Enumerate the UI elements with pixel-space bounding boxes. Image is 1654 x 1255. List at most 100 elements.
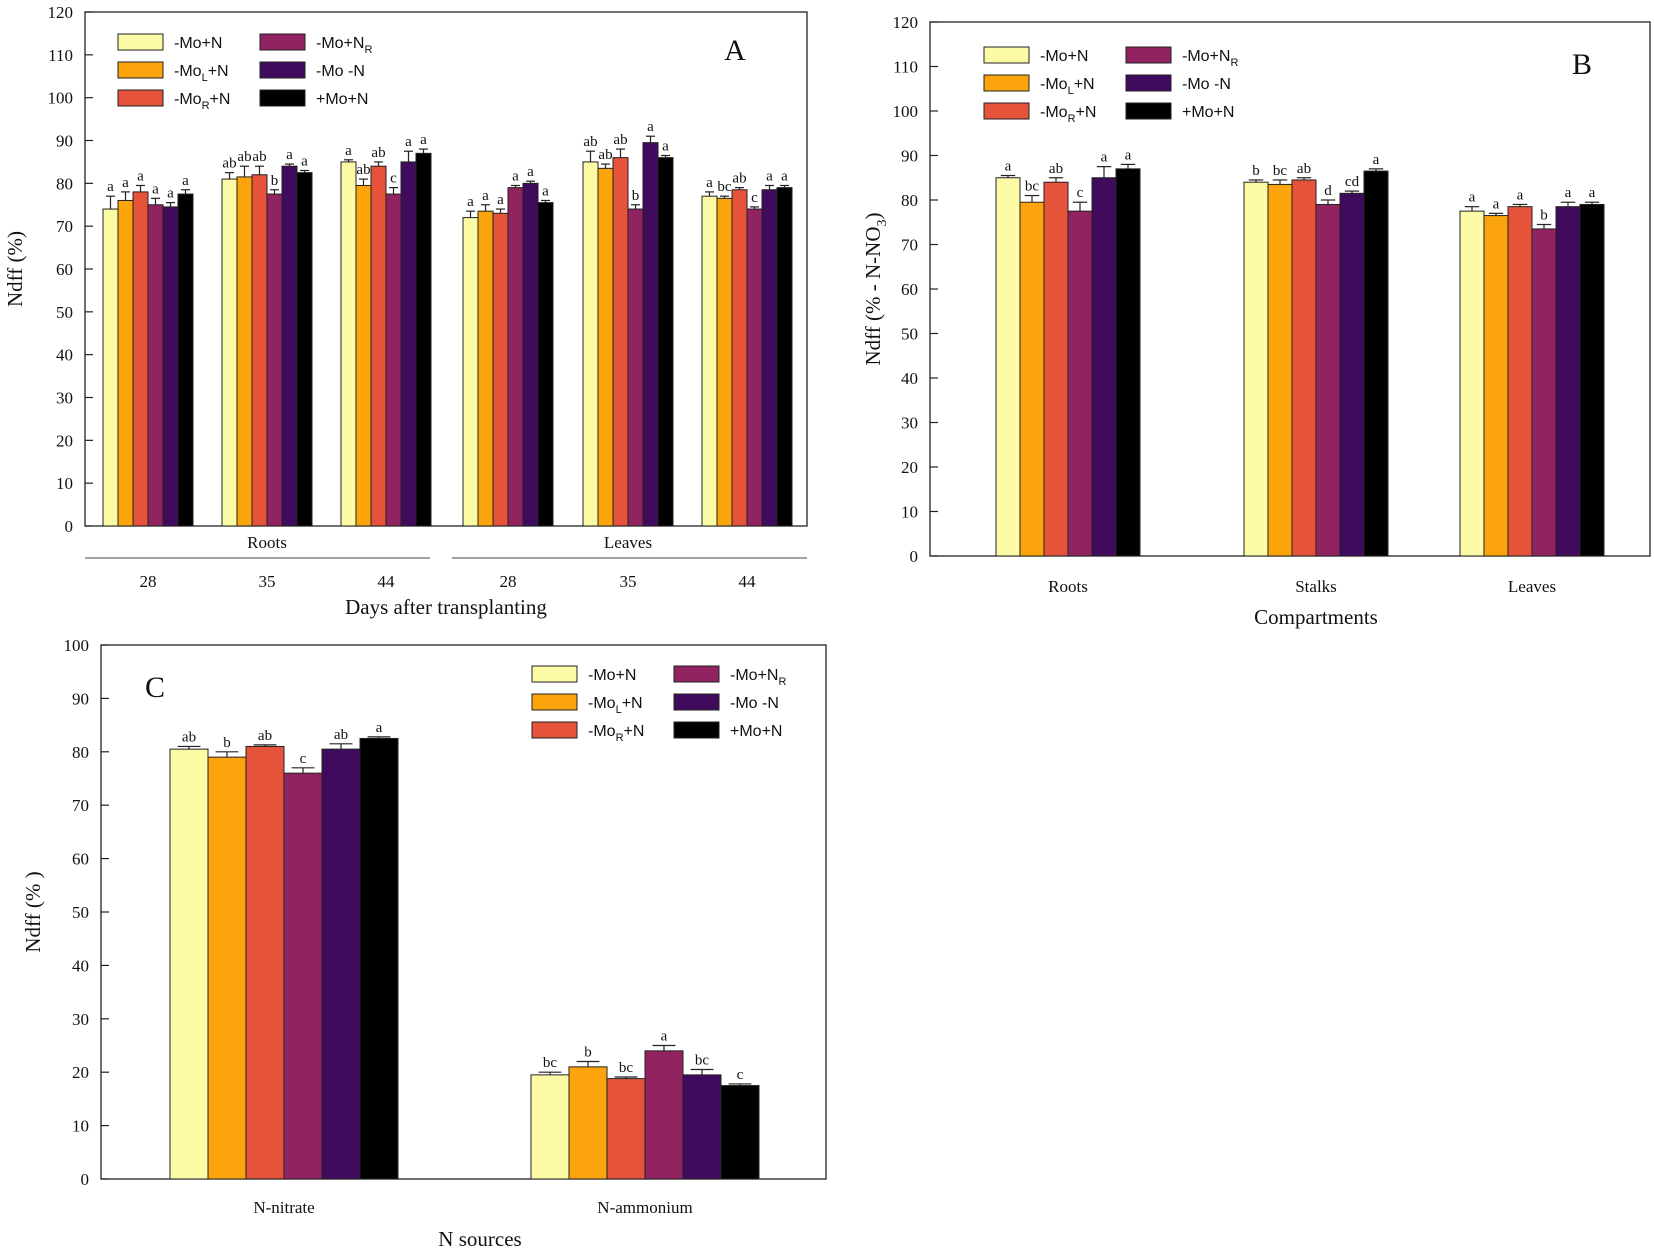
x-axis-title: Compartments	[1254, 605, 1378, 629]
legend-label: -MoR+N	[588, 723, 644, 744]
legend-swatch	[1125, 74, 1172, 92]
y-tick-label: 90	[56, 132, 73, 151]
x-tick-label: N-ammonium	[597, 1198, 692, 1217]
significance-letter: ab	[613, 132, 627, 148]
bar	[776, 187, 793, 527]
bar	[568, 1066, 608, 1180]
x-tick-label: 44	[378, 572, 396, 591]
y-axis-title: Ndff (%)	[3, 231, 27, 307]
bar	[537, 202, 554, 527]
y-tick-label: 60	[901, 280, 918, 299]
x-axis-title: Days after transplanting	[345, 595, 547, 619]
bar	[477, 210, 494, 527]
y-tick-label: 100	[48, 89, 74, 108]
significance-letter: a	[467, 194, 474, 210]
significance-letter: a	[1565, 185, 1572, 201]
legend-swatch	[673, 693, 720, 711]
legend-swatch	[531, 665, 578, 683]
legend-label: -Mo+NR	[1182, 48, 1238, 69]
y-tick-label: 10	[901, 503, 918, 522]
significance-letter: bc	[619, 1060, 634, 1076]
significance-letter: c	[1077, 185, 1084, 201]
outer-group-label: Leaves	[604, 533, 652, 552]
significance-letter: a	[647, 119, 654, 135]
significance-letter: a	[301, 153, 308, 169]
significance-letter: a	[706, 175, 713, 191]
significance-letter: a	[122, 175, 129, 191]
bar	[731, 189, 748, 527]
bar	[1115, 168, 1141, 557]
bar	[1315, 203, 1341, 557]
bar	[761, 189, 778, 527]
legend-swatch	[983, 102, 1030, 120]
panel-letter: C	[145, 671, 165, 704]
bar	[177, 193, 194, 527]
significance-letter: b	[223, 735, 231, 751]
significance-letter: a	[482, 188, 489, 204]
bar	[720, 1085, 760, 1180]
x-tick-label: 35	[259, 572, 276, 591]
y-tick-label: 110	[893, 58, 918, 77]
significance-letter: ab	[252, 149, 266, 165]
y-tick-label: 60	[56, 260, 73, 279]
bar	[400, 161, 417, 527]
y-tick-label: 80	[901, 191, 918, 210]
bar	[1067, 210, 1093, 557]
legend-swatch	[117, 33, 164, 51]
legend-label: +Mo+N	[1182, 104, 1234, 121]
bar	[716, 197, 733, 527]
legend-swatch	[117, 89, 164, 107]
significance-letter: a	[286, 147, 293, 163]
legend-label: -MoL+N	[1040, 76, 1095, 97]
x-tick-label: 35	[620, 572, 637, 591]
significance-letter: bc	[1025, 179, 1040, 195]
bar	[627, 208, 644, 527]
legend-swatch	[673, 665, 720, 683]
significance-letter: a	[527, 164, 534, 180]
significance-letter: a	[1517, 187, 1524, 203]
y-tick-label: 70	[72, 796, 89, 815]
legend-label: -MoL+N	[174, 63, 229, 84]
y-tick-label: 80	[72, 743, 89, 762]
legend-label: +Mo+N	[316, 91, 368, 108]
bar	[1507, 206, 1533, 557]
significance-letter: a	[420, 132, 427, 148]
significance-letter: b	[1252, 163, 1260, 179]
significance-letter: a	[1005, 159, 1012, 175]
y-tick-label: 30	[56, 389, 73, 408]
significance-letter: a	[542, 183, 549, 199]
bar	[657, 157, 674, 527]
x-tick-label: N-nitrate	[253, 1198, 314, 1217]
bar	[507, 187, 524, 527]
y-tick-label: 10	[72, 1117, 89, 1136]
legend-label: -Mo+N	[174, 35, 222, 52]
significance-letter: a	[1469, 190, 1476, 206]
significance-letter: b	[632, 188, 640, 204]
significance-letter: b	[584, 1045, 592, 1061]
y-tick-label: 20	[56, 431, 73, 450]
x-tick-label: Leaves	[1508, 577, 1556, 596]
bar	[147, 204, 164, 527]
significance-letter: a	[152, 181, 159, 197]
significance-letter: c	[390, 171, 397, 187]
y-tick-label: 0	[65, 517, 74, 536]
x-tick-label: Stalks	[1295, 577, 1337, 596]
y-tick-label: 70	[901, 236, 918, 255]
bar	[321, 748, 361, 1180]
significance-letter: ab	[222, 156, 236, 172]
y-tick-label: 10	[56, 474, 73, 493]
y-tick-label: 50	[56, 303, 73, 322]
bar	[682, 1074, 722, 1180]
significance-letter: a	[512, 168, 519, 184]
significance-letter: c	[751, 190, 758, 206]
bar	[1483, 215, 1509, 557]
legend: -Mo+N -MoL+N -MoR+N -Mo+NR -Mo -N +Mo+N	[983, 46, 1238, 125]
legend-label: -MoR+N	[174, 91, 230, 112]
y-tick-label: 110	[48, 46, 73, 65]
bar	[530, 1074, 570, 1180]
y-tick-label: 80	[56, 174, 73, 193]
bar	[582, 161, 599, 527]
significance-letter: bc	[695, 1053, 710, 1069]
bar	[102, 208, 119, 527]
